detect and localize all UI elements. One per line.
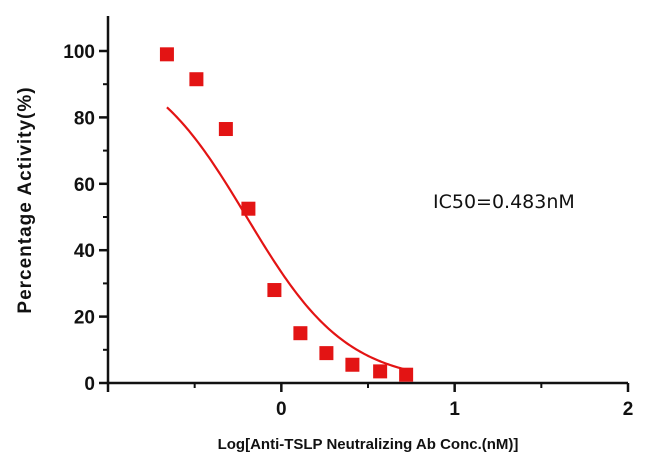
x-axis-title: Log[Anti-TSLP Neutralizing Ab Conc.(nM)]: [218, 436, 519, 453]
data-point: [319, 346, 334, 361]
data-point: [267, 283, 282, 298]
y-tick-label: 0: [84, 374, 95, 395]
ticks: 0 20 40 60 80 100 0 1 2: [63, 42, 633, 420]
y-tick-label: 80: [74, 108, 95, 129]
y-tick-label: 40: [74, 241, 95, 262]
fit-curve: [166, 106, 407, 371]
data-point: [293, 326, 308, 341]
data-point: [241, 201, 256, 216]
data-point: [373, 364, 388, 379]
data-point: [218, 122, 233, 137]
data-point: [189, 72, 204, 87]
ic50-annotation: IC50=0.483nM: [433, 191, 575, 213]
y-tick-label: 100: [63, 42, 95, 63]
x-tick-label: 0: [276, 399, 287, 420]
data-point: [345, 357, 360, 372]
data-points: [159, 47, 414, 382]
y-axis-title: Percentage Activity(%): [15, 86, 36, 313]
x-tick-label: 1: [449, 399, 460, 420]
y-tick-label: 20: [74, 308, 95, 329]
y-tick-label: 60: [74, 175, 95, 196]
data-point: [399, 367, 414, 382]
data-point: [159, 47, 174, 62]
x-tick-label: 2: [623, 399, 634, 420]
